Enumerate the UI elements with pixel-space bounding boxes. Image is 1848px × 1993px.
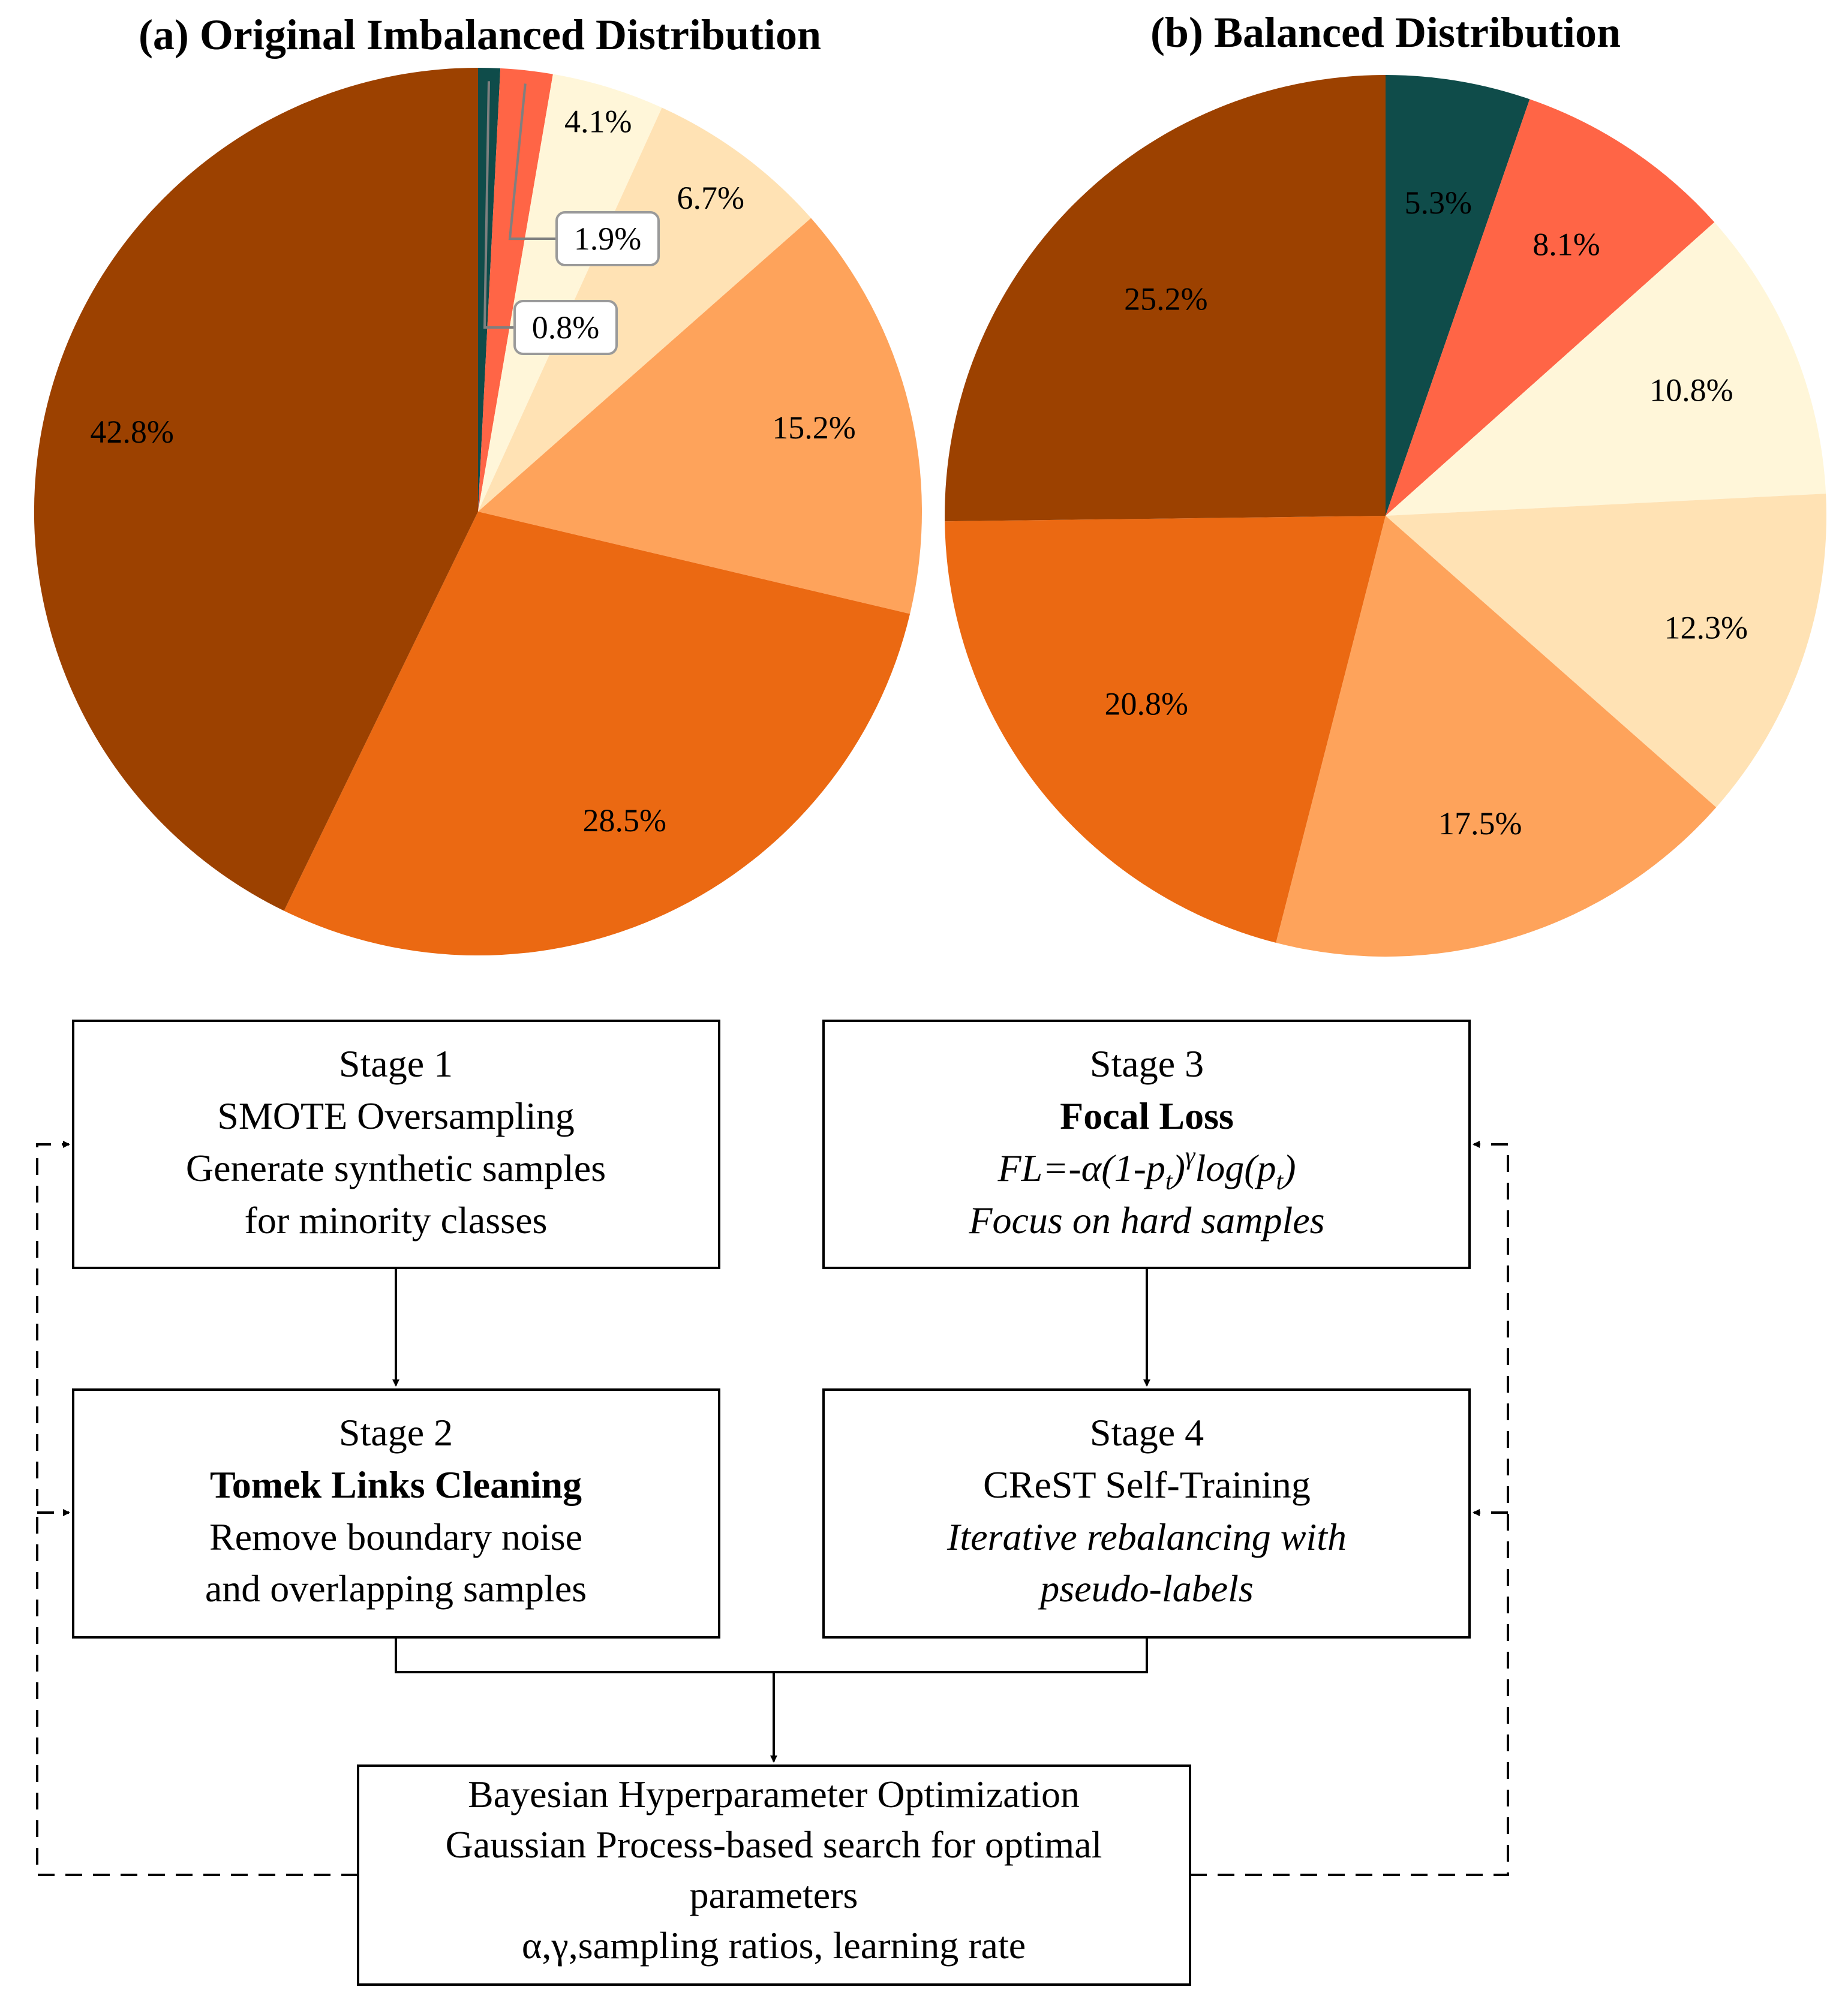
pie-slice xyxy=(284,512,911,956)
stage3-heading: Stage 3 xyxy=(1090,1042,1204,1085)
callout-leader-line xyxy=(508,83,557,240)
pie-slice xyxy=(1276,516,1717,957)
pie-slice xyxy=(478,74,662,512)
slice-label: 12.3% xyxy=(1664,610,1748,646)
stage3-title: Focal Loss xyxy=(1060,1095,1234,1137)
slice-label: 5.3% xyxy=(1404,185,1471,221)
stage1-desc-line2: for minority classes xyxy=(245,1199,548,1242)
stage3-desc: Focus on hard samples xyxy=(968,1199,1324,1242)
pie-slice xyxy=(478,67,501,512)
pie-slice xyxy=(1386,222,1826,516)
callout-box xyxy=(555,211,660,266)
formula-part-4: ) xyxy=(1281,1147,1296,1189)
slice-label: 4.1% xyxy=(564,103,632,139)
slice-label: 8.1% xyxy=(1533,226,1600,262)
stage2-heading: Stage 2 xyxy=(339,1411,453,1454)
stage4-heading: Stage 4 xyxy=(1090,1411,1204,1454)
formula-subscript-2: t xyxy=(1276,1168,1284,1195)
callout-box xyxy=(513,300,618,355)
slice-label: 0.8% xyxy=(532,309,599,345)
slice-label: 1.9% xyxy=(574,221,641,257)
callout-leader-line xyxy=(483,81,515,329)
stage2-desc-line2: and overlapping samples xyxy=(205,1567,587,1610)
chart-a-title: (a) Original Imbalanced Distribution xyxy=(139,11,821,59)
slice-label: 6.7% xyxy=(677,180,744,216)
slice-label: 42.8% xyxy=(90,414,173,450)
bayesian-params: α,γ,sampling ratios, learning rate xyxy=(522,1924,1026,1967)
pie-slice xyxy=(1386,99,1715,516)
formula-part-3: log(p xyxy=(1195,1147,1276,1189)
pie-slice xyxy=(478,107,812,512)
stage1-desc-line1: Generate synthetic samples xyxy=(186,1147,606,1189)
bayesian-desc-line1: Gaussian Process-based search for optima… xyxy=(446,1823,1102,1866)
formula-subscript-1: t xyxy=(1165,1168,1173,1195)
slice-label: 17.5% xyxy=(1438,805,1522,841)
stage4-desc-line2: pseudo-labels xyxy=(1038,1567,1254,1610)
slice-label: 15.2% xyxy=(772,410,855,446)
formula-part-1: FL=-α(1-p xyxy=(997,1147,1165,1189)
stage1-heading: Stage 1 xyxy=(339,1042,453,1085)
chart-b-title: (b) Balanced Distribution xyxy=(1150,8,1621,56)
pie-slice xyxy=(945,75,1386,522)
stage2-desc-line1: Remove boundary noise xyxy=(209,1516,582,1558)
slice-label: 28.5% xyxy=(582,802,666,838)
formula-part-2: ) xyxy=(1170,1147,1185,1189)
pie-chart-b: 5.3% 8.1% 10.8% 12.3% 17.5% 20.8% 25.2% xyxy=(945,75,1827,957)
slice-label: 25.2% xyxy=(1124,281,1207,317)
stage2-box xyxy=(72,1388,720,1639)
pie-slice xyxy=(945,516,1386,943)
stage4-desc-line1: Iterative rebalancing with xyxy=(946,1516,1347,1558)
formula-superscript: γ xyxy=(1185,1143,1196,1170)
slice-label: 20.8% xyxy=(1104,686,1188,722)
flowchart: Stage 1 SMOTE Oversampling Generate synt… xyxy=(36,1020,1509,1986)
pie-slice xyxy=(478,68,553,512)
pie-chart-a: 0.8% 1.9% 4.1% 6.7% 15.2% 28.5% 42.8% xyxy=(34,67,923,956)
pie-slice xyxy=(478,218,923,614)
stage4-title: CReST Self-Training xyxy=(983,1463,1311,1506)
pie-slice xyxy=(1386,494,1827,808)
slice-label: 10.8% xyxy=(1649,372,1733,408)
merge-connector xyxy=(395,1637,1148,1673)
stage1-title: SMOTE Oversampling xyxy=(217,1095,575,1137)
stage3-box xyxy=(822,1020,1471,1269)
pie-slice xyxy=(34,67,479,911)
stage2-title: Tomek Links Cleaning xyxy=(210,1463,582,1506)
bayesian-desc-line2: parameters xyxy=(690,1874,858,1916)
focal-loss-formula: FL=-α(1-pt)γlog(pt) xyxy=(997,1143,1296,1195)
bayesian-title: Bayesian Hyperparameter Optimization xyxy=(468,1773,1080,1815)
pie-slice xyxy=(1386,75,1530,516)
